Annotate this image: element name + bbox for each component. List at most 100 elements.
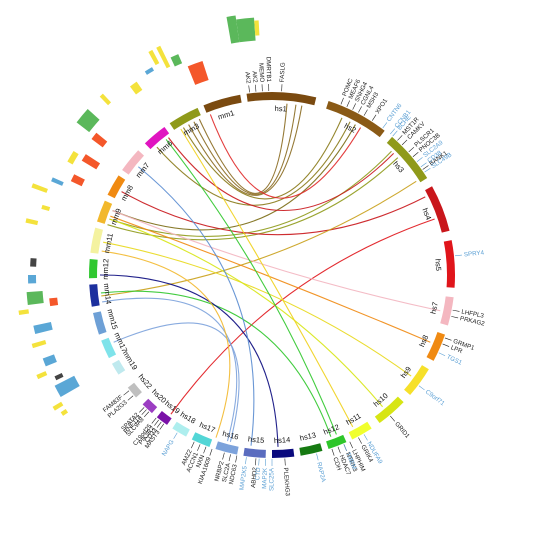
- gene-tick: [358, 106, 362, 113]
- gene-tick: [454, 254, 462, 257]
- gene-label: ABHD2: [250, 466, 259, 488]
- synteny-link: [182, 117, 343, 200]
- chromosome-hs2: [326, 100, 385, 138]
- gene-label: AK2: [243, 71, 251, 84]
- chromosome-hs20: [142, 398, 158, 414]
- chromosome-label: hs2: [343, 121, 358, 135]
- track-bar: [144, 67, 154, 75]
- gene-tick: [444, 337, 452, 341]
- synteny-link: [170, 218, 435, 415]
- track-bar: [187, 61, 209, 85]
- chromosome-hs12: [326, 434, 347, 450]
- chromosome-label: hs9: [399, 365, 413, 380]
- track-bar: [76, 109, 100, 133]
- gene-tick: [316, 453, 319, 461]
- chromosome-hs10: [374, 396, 404, 424]
- gene-label: NAPG: [161, 439, 176, 458]
- synteny-link: [99, 274, 279, 447]
- track-bar: [156, 45, 171, 69]
- chromosome-mm15: [92, 311, 107, 335]
- gene-tick: [255, 458, 257, 466]
- chromosome-label: hs18: [179, 410, 198, 426]
- chromosome-mm9: [96, 200, 113, 224]
- gene-label: MAP2K: [261, 467, 269, 489]
- chromosome-hs16: [215, 441, 239, 455]
- gene-tick: [337, 446, 341, 454]
- gene-tick: [452, 309, 460, 312]
- chromosome-mm14: [89, 284, 100, 307]
- track-bar: [31, 183, 48, 193]
- track-bar: [33, 321, 53, 335]
- track-bar: [54, 373, 64, 381]
- synteny-link: [101, 180, 417, 297]
- gene-tick: [173, 432, 178, 439]
- chromosome-label: hs10: [371, 391, 389, 408]
- gene-label: PLEKHG3: [282, 467, 291, 497]
- gene-tick: [438, 352, 446, 356]
- chromosome-label: hs4: [421, 207, 434, 222]
- gene-label: RAP2A: [315, 461, 327, 483]
- gene-label: DMRTB1: [265, 57, 272, 83]
- synteny-link: [188, 105, 303, 196]
- gene-tick: [442, 343, 450, 347]
- gene-label: MEMO: [257, 63, 265, 83]
- gene-tick: [358, 437, 362, 444]
- gene-label: NXN: [195, 454, 206, 469]
- gene-tick: [248, 85, 250, 93]
- gene-tick: [349, 441, 353, 449]
- gene-tick: [151, 417, 157, 424]
- synteny-link: [101, 250, 231, 438]
- track-bar: [30, 258, 37, 267]
- gene-tick: [203, 446, 207, 454]
- gene-tick: [401, 139, 408, 146]
- gene-tick: [392, 130, 398, 137]
- gene-tick: [141, 409, 147, 415]
- gene-label: AK2: [251, 71, 259, 84]
- gene-tick: [191, 441, 195, 449]
- gene-tick: [154, 419, 159, 426]
- synteny-link: [156, 121, 351, 206]
- gene-tick: [418, 385, 425, 391]
- gene-label: C9orf71: [424, 388, 446, 407]
- gene-tick: [382, 122, 388, 129]
- gene-tick: [363, 109, 368, 116]
- track-bar: [28, 275, 37, 284]
- chromosome-label: hs16: [222, 429, 240, 442]
- gene-tick: [390, 415, 396, 422]
- gene-label: SPRY4: [464, 249, 485, 258]
- chromosome-label: hs12: [322, 422, 340, 436]
- synteny-link: [121, 191, 426, 236]
- gene-label: CTD: [254, 467, 262, 481]
- track-bar: [54, 375, 80, 397]
- track-bar: [18, 309, 30, 316]
- synteny-link: [107, 157, 399, 241]
- synteny-links: [99, 103, 441, 447]
- chromosome-mm11: [90, 227, 103, 254]
- chromosome-label: hs22: [137, 372, 154, 390]
- synteny-link: [112, 210, 441, 312]
- track-bar: [60, 408, 69, 416]
- gene-tick: [390, 128, 396, 135]
- gene-tick: [139, 407, 145, 413]
- track-bar: [31, 340, 47, 349]
- chromosome-label: mm14: [102, 283, 113, 305]
- track-bar: [254, 20, 260, 36]
- track-bar: [148, 49, 160, 66]
- chromosome-label: hs7: [429, 301, 440, 315]
- chromosome-label: mm17: [112, 331, 129, 354]
- track-bar: [51, 177, 64, 186]
- synteny-link: [102, 297, 238, 442]
- synteny-link: [109, 218, 383, 408]
- gene-tick: [143, 411, 150, 418]
- gene-tick: [156, 421, 162, 428]
- gene-tick: [159, 423, 165, 430]
- chromosome-label: mm12: [101, 259, 111, 280]
- synteny-link: [168, 137, 395, 211]
- chromosome-hs3: [386, 136, 428, 183]
- chromosome-mm12: [89, 259, 98, 279]
- gene-label: LHFPL3: [461, 309, 485, 320]
- gene-tick: [371, 114, 377, 121]
- gene-tick: [331, 448, 335, 456]
- chromosome-label: mm1: [217, 108, 236, 121]
- synteny-link: [113, 322, 240, 443]
